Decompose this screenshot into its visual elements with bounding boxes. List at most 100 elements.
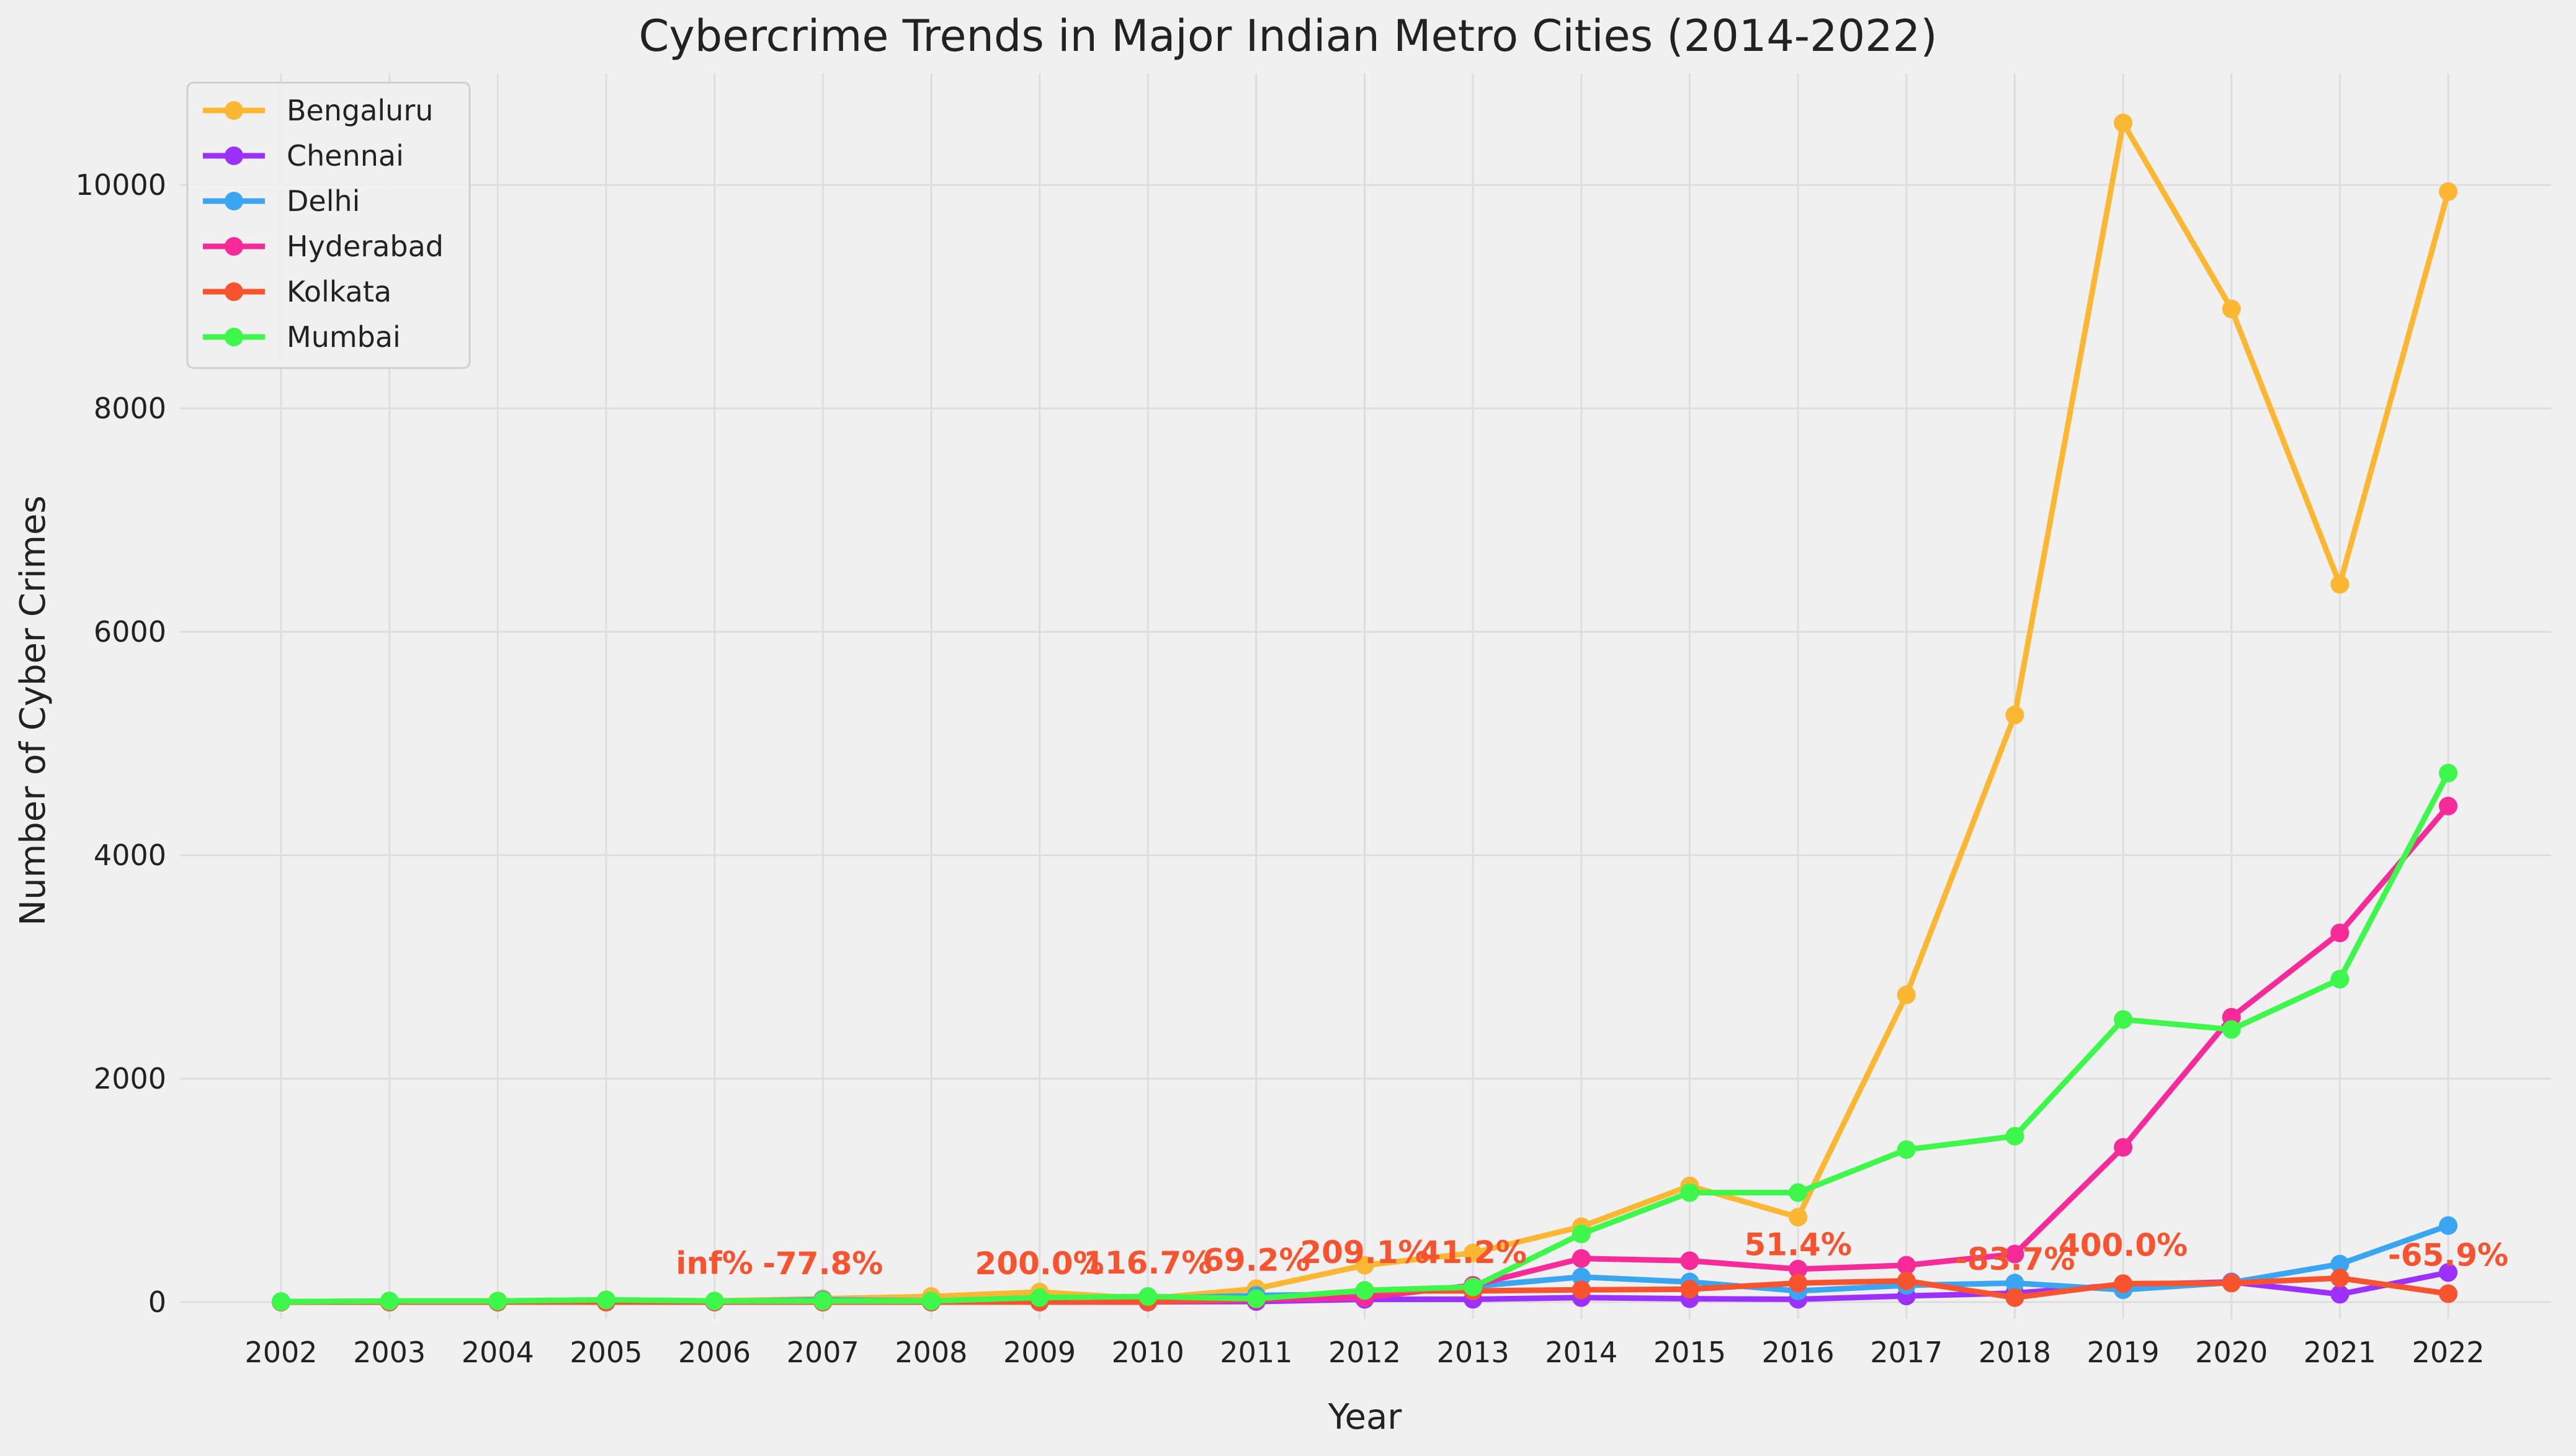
data-point — [1789, 1183, 1808, 1202]
data-point — [488, 1292, 508, 1311]
x-tick-label: 2018 — [1979, 1336, 2051, 1369]
data-point — [1572, 1249, 1591, 1268]
x-tick-label: 2008 — [895, 1336, 967, 1369]
x-tick-label: 2022 — [2412, 1336, 2484, 1369]
data-point — [2439, 1263, 2457, 1282]
x-tick-label: 2021 — [2304, 1336, 2376, 1369]
data-point — [2439, 796, 2457, 816]
data-point — [2114, 114, 2133, 133]
x-tick-label: 2017 — [1870, 1336, 1943, 1369]
axes: 2002 2003 2004 2005 2006 2007 2008 2009 2010 2011… — [76, 168, 2485, 1369]
data-point — [596, 1290, 615, 1310]
data-point — [2330, 1285, 2350, 1304]
annotation-label: inf% — [676, 1246, 753, 1282]
data-point — [2114, 1010, 2133, 1029]
legend-item: Chennai — [203, 139, 404, 173]
legend-label: Chennai — [287, 139, 404, 173]
y-tick-label: 10000 — [76, 168, 166, 202]
data-point — [2005, 1244, 2024, 1264]
x-tick-label: 2003 — [353, 1336, 426, 1369]
plot-series — [272, 114, 2457, 1311]
x-axis-label: Year — [1328, 1397, 1403, 1437]
legend-swatch-marker — [225, 328, 243, 346]
data-point — [2114, 1274, 2133, 1293]
x-tick-label: 2002 — [244, 1336, 317, 1369]
data-point — [1355, 1281, 1374, 1300]
legend-label: Mumbai — [287, 320, 401, 354]
legend-swatch-marker — [225, 237, 243, 256]
legend-label: Hyderabad — [287, 230, 444, 263]
data-point — [2114, 1138, 2133, 1157]
data-point — [2222, 1274, 2241, 1293]
data-point — [1897, 1271, 1916, 1290]
data-point — [1897, 1140, 1916, 1159]
y-axis-label: Number of Cyber Crimes — [13, 495, 53, 925]
legend-swatch-marker — [225, 282, 243, 301]
annotation-label: 69.2% — [1202, 1243, 1310, 1278]
x-tick-label: 2020 — [2195, 1336, 2268, 1369]
annotation-label: -77.8% — [763, 1246, 883, 1282]
annotation-label: 209.1% — [1300, 1234, 1429, 1270]
data-point — [272, 1292, 290, 1311]
data-point — [2330, 1254, 2350, 1274]
x-tick-label: 2015 — [1653, 1336, 1726, 1369]
data-point — [2222, 299, 2241, 318]
annotation-label: 51.4% — [1744, 1226, 1851, 1262]
data-point — [1572, 1225, 1591, 1244]
data-point — [1897, 986, 1916, 1004]
x-tick-label: 2009 — [1003, 1336, 1076, 1369]
y-tick-label: 6000 — [94, 615, 166, 649]
data-point — [2005, 1274, 2024, 1293]
data-point — [1680, 1251, 1699, 1270]
annotation-label: 400.0% — [2059, 1227, 2188, 1263]
y-tick-label: 2000 — [94, 1062, 166, 1095]
data-point — [705, 1292, 724, 1311]
data-point — [1572, 1267, 1591, 1287]
legend: Bengaluru Chennai Delhi Hyderabad Kolkata Mum… — [186, 81, 471, 369]
data-point — [2222, 1020, 2241, 1039]
legend-swatch-marker — [225, 101, 243, 120]
data-point — [921, 1292, 941, 1311]
x-tick-label: 2019 — [2087, 1336, 2160, 1369]
legend-item: Delhi — [203, 184, 360, 218]
data-point — [2439, 182, 2457, 201]
data-point — [2439, 763, 2457, 783]
annotations: inf% -77.8% 200.0%116.7%69.2%209.1%41.2% 51… — [676, 1226, 2508, 1282]
annotation-label: 200.0% — [975, 1246, 1104, 1282]
x-tick-label: 2014 — [1545, 1336, 1617, 1369]
x-tick-label: 2012 — [1328, 1336, 1401, 1369]
chart-title: Cybercrime Trends in Major Indian Metro … — [638, 11, 1937, 61]
legend-label: Bengaluru — [287, 94, 433, 127]
data-point — [2005, 1288, 2024, 1307]
data-point — [380, 1292, 399, 1311]
annotation-label: -83.7% — [1954, 1241, 2075, 1277]
legend-item: Mumbai — [203, 320, 401, 354]
legend-label: Delhi — [287, 184, 360, 218]
legend-swatch-marker — [225, 192, 243, 210]
x-tick-label: 2006 — [678, 1336, 751, 1369]
legend-item: Bengaluru — [203, 94, 433, 127]
x-tick-label: 2016 — [1762, 1336, 1835, 1369]
data-point — [2330, 1269, 2350, 1288]
data-point — [813, 1292, 833, 1311]
annotation-label: 41.2% — [1419, 1234, 1526, 1270]
data-point — [1680, 1183, 1699, 1202]
x-tick-label: 2011 — [1220, 1336, 1292, 1369]
data-point — [2330, 923, 2350, 943]
annotation-label: -65.9% — [2388, 1238, 2508, 1274]
data-point — [1246, 1289, 1266, 1308]
x-tick-label: 2013 — [1437, 1336, 1509, 1369]
data-point — [1789, 1208, 1808, 1227]
data-point — [2439, 1284, 2457, 1303]
legend-item: Kolkata — [203, 275, 391, 308]
annotation-label: 116.7% — [1083, 1245, 1212, 1281]
data-point — [2005, 706, 2024, 725]
data-point — [2330, 969, 2350, 989]
data-point — [1789, 1259, 1808, 1278]
data-point — [1789, 1274, 1808, 1293]
legend-item: Hyderabad — [203, 230, 444, 263]
x-tick-label: 2004 — [462, 1336, 534, 1369]
y-tick-label: 8000 — [94, 392, 166, 425]
data-point — [1355, 1256, 1374, 1275]
